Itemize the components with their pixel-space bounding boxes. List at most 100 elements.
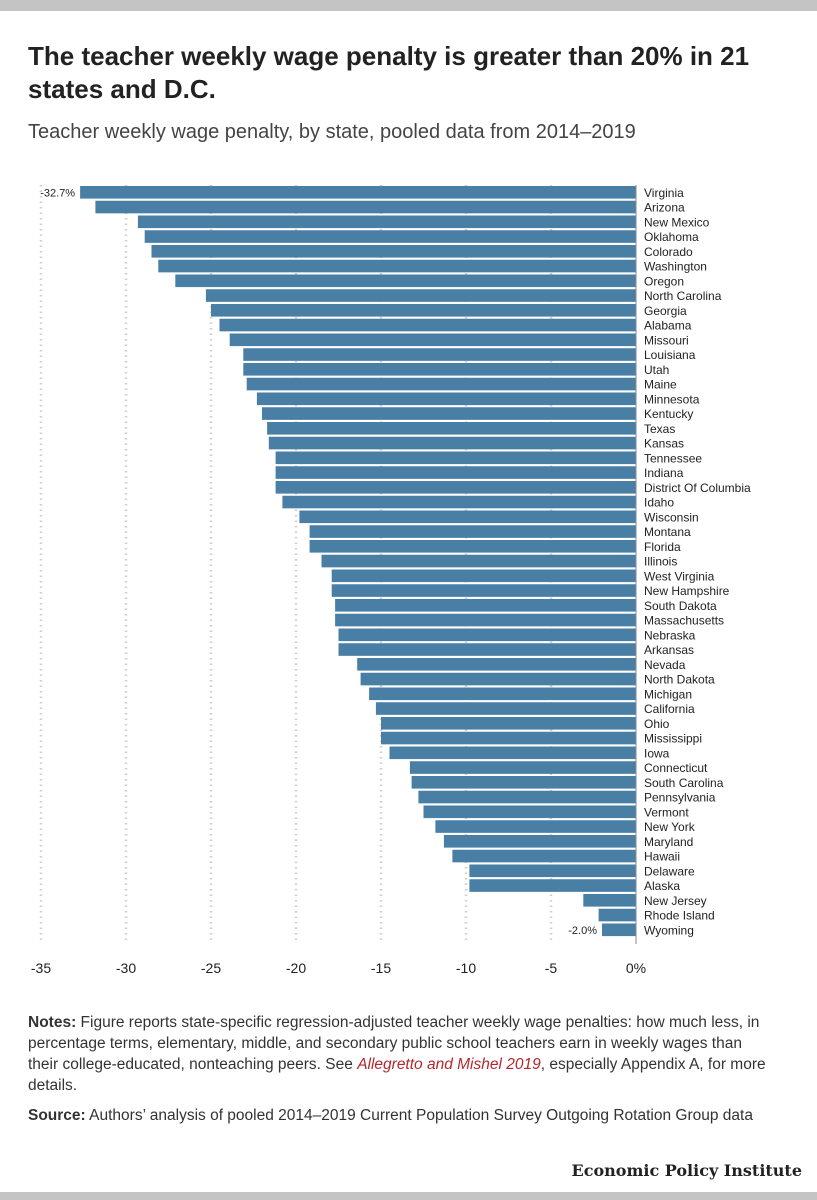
- category-label: District Of Columbia: [644, 481, 751, 495]
- epi-logo: Economic Policy Institute: [571, 1161, 802, 1180]
- category-label: Hawaii: [644, 850, 680, 864]
- category-label: New York: [644, 820, 696, 834]
- category-label: Idaho: [644, 496, 674, 510]
- bar: [80, 186, 637, 199]
- x-tick-label: -25: [201, 960, 221, 976]
- category-label: Washington: [644, 260, 707, 274]
- bar: [229, 333, 636, 347]
- data-labels: -32.7% -2.0%: [40, 187, 597, 936]
- bar: [369, 687, 636, 701]
- bar: [299, 510, 636, 524]
- x-tick-label: -30: [116, 960, 136, 976]
- data-label: -32.7%: [40, 187, 75, 199]
- category-label: Georgia: [644, 304, 687, 318]
- chart-title: The teacher weekly wage penalty is great…: [28, 41, 750, 104]
- bar: [598, 908, 636, 922]
- bar: [246, 377, 636, 391]
- category-label: Rhode Island: [644, 909, 715, 923]
- category-label: South Carolina: [644, 776, 724, 790]
- bar: [469, 864, 636, 878]
- category-label: Mississippi: [644, 732, 702, 746]
- x-tick-label: -5: [545, 960, 558, 976]
- bar: [309, 540, 636, 553]
- bar: [338, 628, 636, 642]
- category-label: Massachusetts: [644, 614, 724, 628]
- bar: [335, 599, 636, 612]
- bottom-border: [0, 1192, 817, 1200]
- source-text: Authors’ analysis of pooled 2014–2019 Cu…: [89, 1107, 753, 1124]
- source-label: Source:: [28, 1107, 86, 1124]
- category-label: Minnesota: [644, 392, 700, 406]
- category-label: Tennessee: [644, 451, 702, 465]
- citation-link[interactable]: Allegretto and Mishel 2019: [357, 1056, 541, 1073]
- notes-text: Figure reports state-specific regression…: [28, 1014, 760, 1073]
- bar: [375, 702, 636, 715]
- category-label: Florida: [644, 540, 681, 554]
- bar: [243, 348, 637, 361]
- bar: [435, 820, 636, 833]
- category-label: Nevada: [644, 658, 686, 672]
- bar: [381, 717, 636, 730]
- bar: [267, 422, 636, 435]
- bar: [418, 790, 636, 804]
- category-label: Louisiana: [644, 348, 696, 362]
- category-label: Illinois: [644, 555, 677, 569]
- bar: [469, 879, 636, 892]
- category-label: Virginia: [644, 186, 684, 200]
- category-label: Kentucky: [644, 407, 693, 421]
- bar: [137, 215, 636, 229]
- bar: [452, 849, 636, 863]
- notes-label: Notes:: [28, 1014, 77, 1031]
- x-tick-label: 0%: [626, 960, 646, 976]
- bar: [275, 466, 636, 479]
- category-label: Arkansas: [644, 643, 694, 657]
- category-label: Montana: [644, 525, 691, 539]
- bar: [175, 274, 637, 288]
- top-border: [0, 0, 817, 11]
- category-label: Kansas: [644, 437, 684, 451]
- bar: [219, 318, 636, 332]
- category-label: West Virginia: [644, 569, 715, 583]
- category-label: Alabama: [644, 319, 692, 333]
- bar: [583, 894, 636, 907]
- bar: [331, 584, 636, 597]
- category-label: Delaware: [644, 864, 695, 878]
- category-label: Wyoming: [644, 923, 694, 937]
- category-label: Connecticut: [644, 761, 708, 775]
- bar: [262, 407, 636, 420]
- bar: [211, 304, 636, 317]
- bar: [268, 436, 636, 450]
- category-label: Iowa: [644, 746, 670, 760]
- bars: [80, 185, 637, 944]
- bar: [389, 746, 636, 760]
- bar: [335, 613, 636, 627]
- bar: [144, 230, 636, 243]
- bar: [360, 672, 636, 686]
- x-tick-label: -15: [371, 960, 391, 976]
- bar: [243, 363, 637, 376]
- bar: [309, 525, 636, 538]
- category-label: Maine: [644, 378, 677, 392]
- category-label: Oklahoma: [644, 230, 699, 244]
- category-label: Utah: [644, 363, 669, 377]
- category-label: New Mexico: [644, 215, 710, 229]
- bar: [95, 200, 636, 214]
- bar: [443, 835, 636, 848]
- category-label: Texas: [644, 422, 675, 436]
- category-label: South Dakota: [644, 599, 717, 613]
- category-label: Vermont: [644, 805, 689, 819]
- category-label: North Carolina: [644, 289, 722, 303]
- bar: [151, 245, 636, 258]
- bar: [275, 451, 636, 465]
- category-label: Colorado: [644, 245, 693, 259]
- category-label: Indiana: [644, 466, 684, 480]
- category-label: Missouri: [644, 333, 689, 347]
- bar: [321, 554, 636, 568]
- bar: [282, 495, 636, 509]
- x-axis-ticks: -35 -30 -25 -20 -15 -10 -5 0%: [31, 960, 646, 976]
- chart-subtitle: Teacher weekly wage penalty, by state, p…: [28, 121, 636, 143]
- bar: [158, 259, 637, 273]
- bar: [602, 923, 636, 937]
- category-label: Alaska: [644, 879, 680, 893]
